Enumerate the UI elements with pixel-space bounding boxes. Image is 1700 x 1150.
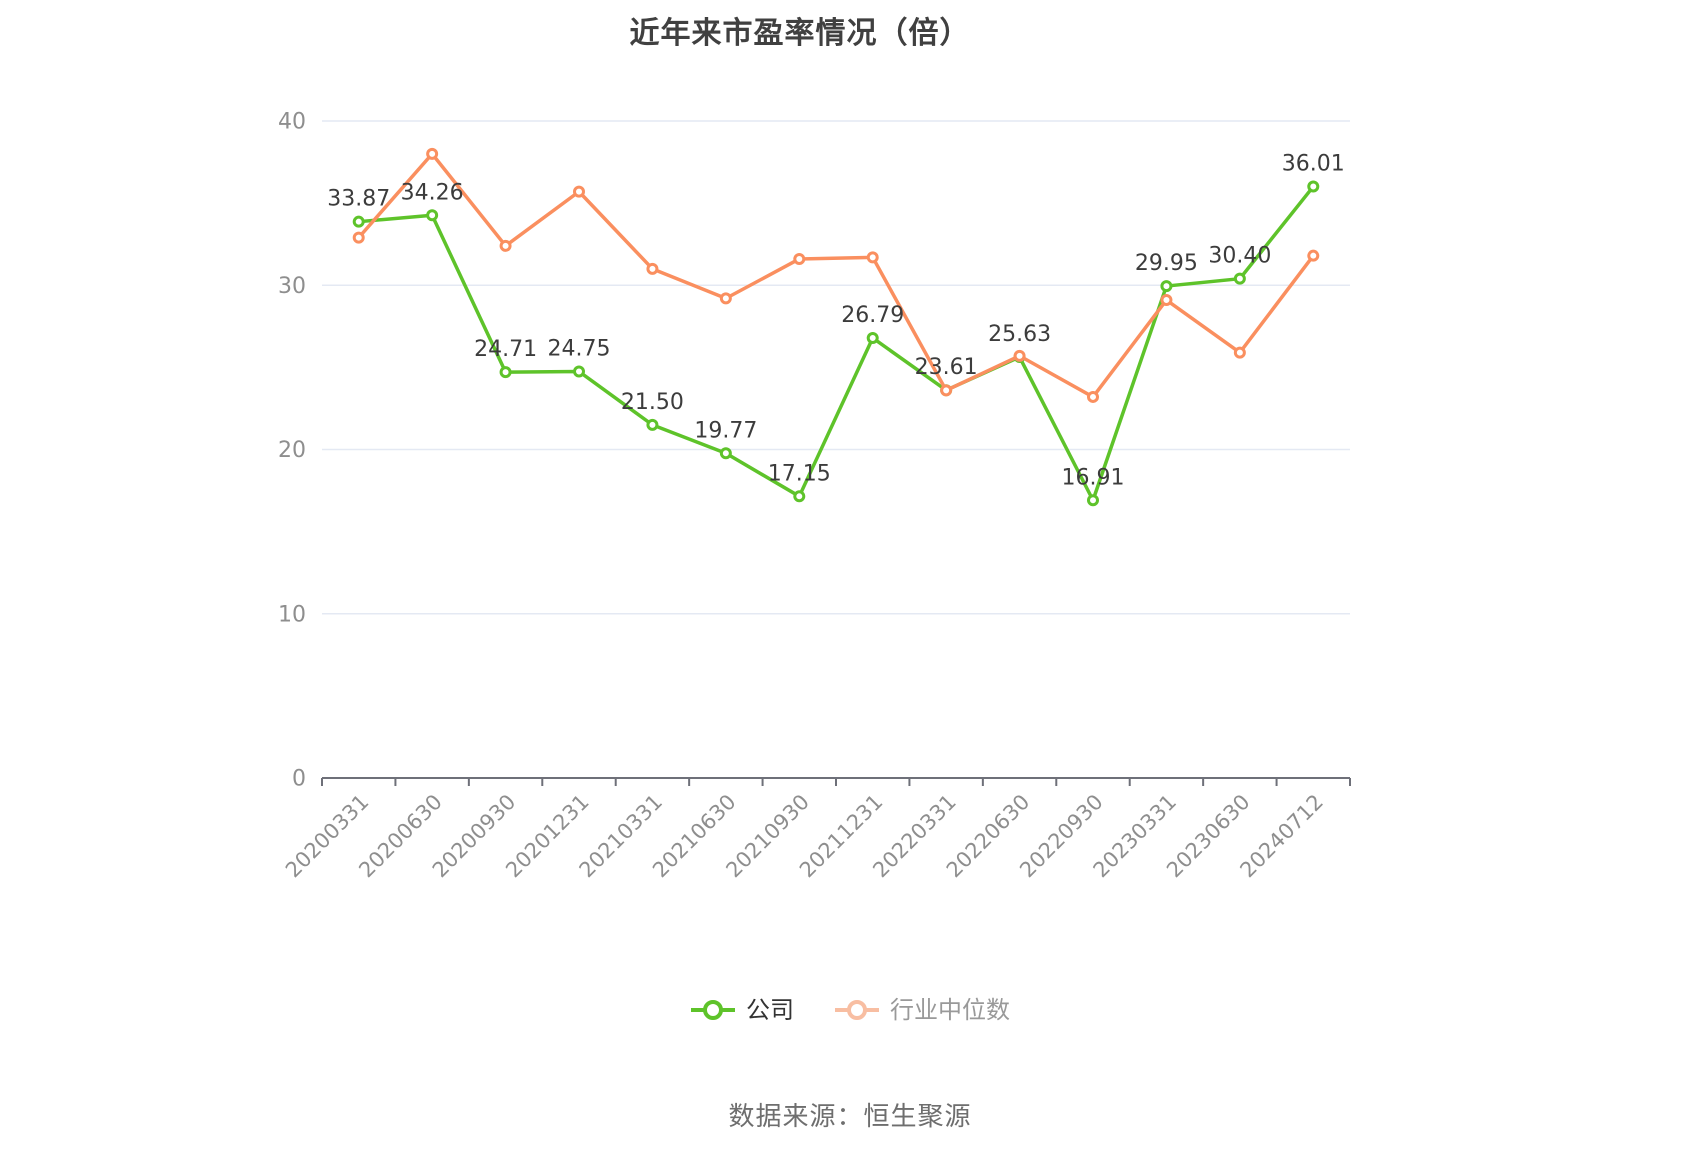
company-value-label: 24.71 bbox=[474, 337, 537, 362]
legend-label-company: 公司 bbox=[746, 996, 794, 1024]
industry-median-point[interactable] bbox=[1013, 349, 1026, 362]
company-point[interactable] bbox=[719, 447, 732, 460]
company-value-label: 21.50 bbox=[621, 390, 684, 415]
company-point[interactable] bbox=[793, 490, 806, 503]
company-value-label: 29.95 bbox=[1135, 251, 1198, 276]
company-point[interactable] bbox=[499, 366, 512, 379]
legend-item-industry-median[interactable]: 行业中位数 bbox=[834, 998, 1010, 1022]
y-axis-label: 30 bbox=[278, 274, 306, 299]
company-point[interactable] bbox=[646, 418, 659, 431]
company-point[interactable] bbox=[1307, 180, 1320, 193]
industry-median-point[interactable] bbox=[426, 147, 439, 160]
industry-median-point[interactable] bbox=[1087, 390, 1099, 403]
company-point[interactable] bbox=[573, 365, 585, 378]
industry-median-point[interactable] bbox=[793, 252, 806, 265]
y-axis-label: 0 bbox=[292, 767, 306, 792]
y-axis-label: 10 bbox=[278, 602, 306, 627]
industry-median-line bbox=[357, 152, 1315, 399]
company-value-label: 26.79 bbox=[841, 303, 904, 328]
company-point[interactable] bbox=[1087, 494, 1099, 507]
company-point[interactable] bbox=[866, 331, 879, 344]
company-point[interactable] bbox=[1160, 280, 1173, 293]
company-line bbox=[358, 185, 1315, 503]
company-value-label: 34.26 bbox=[401, 180, 464, 205]
company-line-marker-icon bbox=[691, 1000, 735, 1020]
company-value-label: 33.87 bbox=[327, 187, 390, 212]
company-value-label: 16.91 bbox=[1062, 465, 1125, 490]
company-value-label: 25.63 bbox=[988, 322, 1051, 347]
industry-median-point[interactable] bbox=[352, 231, 365, 244]
industry-median-point[interactable] bbox=[719, 292, 732, 305]
industry-median-point[interactable] bbox=[940, 384, 953, 397]
source-text: 数据来源：恒生聚源 bbox=[728, 1102, 972, 1132]
industry-median-point[interactable] bbox=[499, 239, 512, 252]
company-value-label: 23.61 bbox=[915, 355, 978, 380]
company-point[interactable] bbox=[1233, 272, 1246, 285]
industry-median-point[interactable] bbox=[1233, 346, 1246, 359]
legend-label-industry-median: 行业中位数 bbox=[890, 996, 1010, 1024]
chart-title: 近年来市盈率情况（倍） bbox=[629, 16, 971, 51]
plot-area[interactable]: 0102030402020033120200630202009302020123… bbox=[0, 0, 1700, 900]
company-point[interactable] bbox=[352, 215, 365, 228]
company-value-label: 17.15 bbox=[768, 461, 831, 486]
industry-median-point[interactable] bbox=[866, 251, 879, 264]
company-value-label: 30.40 bbox=[1208, 244, 1271, 269]
legend-item-company[interactable]: 公司 bbox=[690, 998, 794, 1022]
company-value-label: 19.77 bbox=[694, 418, 757, 443]
company-value-label: 36.01 bbox=[1282, 152, 1345, 177]
industry-median-point[interactable] bbox=[1307, 249, 1320, 262]
industry-median-point[interactable] bbox=[1160, 294, 1173, 307]
industry-median-point[interactable] bbox=[646, 262, 659, 275]
legend: 公司 行业中位数 bbox=[0, 998, 1700, 1022]
industry-median-line-marker-icon bbox=[835, 1000, 879, 1020]
company-point[interactable] bbox=[426, 209, 439, 222]
company-value-label: 24.75 bbox=[548, 336, 611, 361]
industry-median-point[interactable] bbox=[573, 185, 585, 198]
y-axis-label: 20 bbox=[278, 438, 306, 463]
y-axis-label: 40 bbox=[278, 110, 306, 135]
